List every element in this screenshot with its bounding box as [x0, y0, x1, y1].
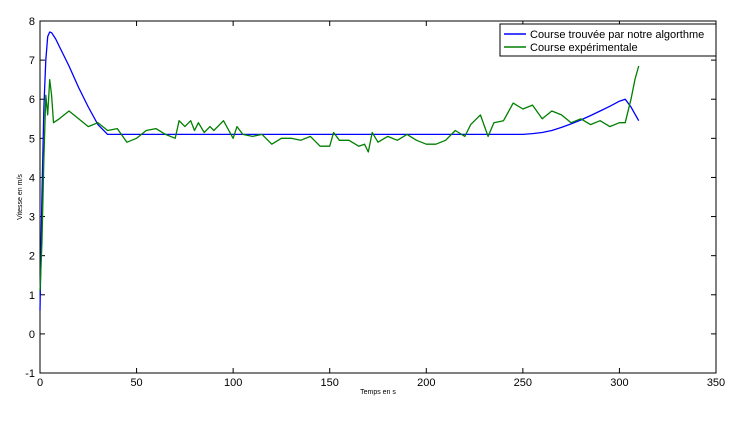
x-axis-label: Temps en s [360, 389, 396, 396]
y-tick-label: 4 [29, 172, 35, 184]
legend: Course trouvée par notre algorthme Cours… [499, 23, 717, 57]
y-tick-label: 2 [29, 251, 35, 263]
x-tick-label: 0 [37, 377, 43, 389]
x-tick-label: 250 [514, 377, 532, 389]
y-tick-label: -1 [25, 368, 35, 380]
y-tick-label: 8 [29, 16, 35, 28]
x-tick-label: 50 [130, 377, 142, 389]
series-line-experimental [39, 65, 640, 291]
y-tick-label: 0 [29, 329, 35, 341]
series-line-algorithm [39, 31, 640, 311]
x-tick-label: 300 [610, 377, 628, 389]
y-tick-label: 7 [29, 55, 35, 67]
x-tick-label: 100 [224, 377, 242, 389]
plot-area [39, 20, 717, 374]
y-tick-label: 3 [29, 212, 35, 224]
x-tick-label: 200 [417, 377, 435, 389]
legend-label-algorithm: Course trouvée par notre algorthme [530, 29, 704, 41]
y-axis-label: Vitesse en m/s [17, 174, 24, 220]
y-tick-label: 5 [29, 133, 35, 145]
x-tick-label: 150 [321, 377, 339, 389]
y-tick-label: 1 [29, 290, 35, 302]
legend-label-experimental: Course expérimentale [530, 42, 638, 54]
series-layer [39, 31, 640, 311]
legend-box [499, 23, 717, 57]
y-tick-label: 6 [29, 94, 35, 106]
x-tick-label: 350 [707, 377, 725, 389]
